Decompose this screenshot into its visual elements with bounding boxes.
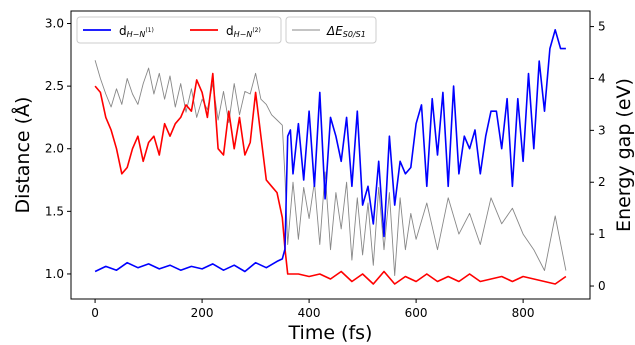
legend-box-left (76, 16, 282, 44)
legend-label-1: dH−N(1) (119, 24, 154, 39)
y-right-tick-label: 4 (598, 71, 606, 85)
y-left-tick-label: 3.0 (45, 17, 64, 31)
x-tick-label: 800 (512, 306, 535, 320)
x-tick-label: 400 (298, 306, 321, 320)
y-right-tick-label: 3 (598, 123, 606, 137)
legend: dH−N(1) dH−N(2) ΔES0/S1 (76, 16, 377, 44)
y-axis-title-left: Distance (Å) (11, 97, 34, 214)
x-tick-label: 600 (405, 306, 428, 320)
x-axis-title: Time (fs) (288, 322, 373, 344)
y-right-tick-label: 5 (598, 20, 606, 34)
y-axis-title-right: Energy gap (eV) (613, 78, 635, 232)
y-right-tick-label: 2 (598, 175, 606, 189)
x-tick-label: 200 (191, 306, 214, 320)
y-left-tick-label: 2.0 (45, 142, 64, 156)
legend-label-3: ΔES0/S1 (326, 24, 366, 39)
y-left-tick-label: 1.5 (45, 204, 64, 218)
y-left-tick-label: 2.5 (45, 79, 64, 93)
y-left-tick-label: 1.0 (45, 267, 64, 281)
plot-frame (70, 10, 591, 300)
series-layer (94, 28, 567, 285)
series-line-2 (94, 72, 567, 285)
series-line-3 (94, 60, 567, 277)
x-tick-label: 0 (91, 306, 99, 320)
ticks-layer: 0 200 400 600 800 1.0 1.5 2.0 2.5 3.0 0 1 2 3 4 5 (45, 17, 606, 320)
legend-label-2: dH−N(2) (226, 24, 261, 39)
y-right-tick-label: 1 (598, 227, 606, 241)
legend-box-right (285, 16, 377, 44)
series-line-1 (94, 28, 566, 273)
y-right-tick-label: 0 (598, 279, 606, 293)
